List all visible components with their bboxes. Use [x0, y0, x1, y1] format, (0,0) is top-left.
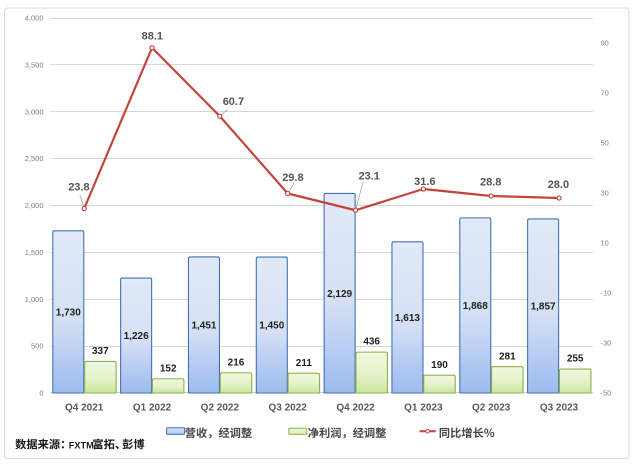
svg-text:-10: -10 — [601, 289, 612, 298]
svg-text:30: 30 — [601, 189, 609, 198]
svg-text:4,000: 4,000 — [25, 14, 44, 23]
svg-text:-50: -50 — [601, 389, 612, 398]
svg-text:152: 152 — [160, 363, 177, 374]
svg-text:31.6: 31.6 — [414, 176, 435, 188]
svg-text:3,500: 3,500 — [25, 60, 44, 69]
svg-text:Q4 2021: Q4 2021 — [65, 402, 104, 413]
svg-text:1,500: 1,500 — [25, 248, 44, 257]
svg-text:90: 90 — [601, 39, 609, 48]
svg-text:500: 500 — [31, 342, 44, 351]
svg-text:Q4 2022: Q4 2022 — [336, 402, 375, 413]
svg-text:1,730: 1,730 — [56, 308, 81, 319]
svg-text:Q3 2022: Q3 2022 — [269, 402, 308, 413]
svg-text:281: 281 — [499, 351, 516, 362]
svg-text:50: 50 — [601, 139, 609, 148]
svg-text:Q3 2023: Q3 2023 — [540, 402, 579, 413]
svg-text:190: 190 — [431, 360, 448, 371]
svg-text:Q1 2023: Q1 2023 — [404, 402, 443, 413]
svg-text:0: 0 — [39, 389, 43, 398]
svg-text:255: 255 — [567, 354, 584, 365]
svg-text:Q2 2022: Q2 2022 — [201, 402, 240, 413]
svg-text:1,226: 1,226 — [124, 331, 149, 342]
svg-text:88.1: 88.1 — [142, 31, 163, 43]
svg-text:1,868: 1,868 — [463, 301, 488, 312]
svg-text:60.7: 60.7 — [223, 96, 244, 108]
svg-text:2,000: 2,000 — [25, 201, 44, 210]
svg-text:Q1 2022: Q1 2022 — [133, 402, 172, 413]
svg-text:-30: -30 — [601, 339, 612, 348]
svg-text:2,500: 2,500 — [25, 154, 44, 163]
svg-text:211: 211 — [296, 358, 313, 369]
svg-text:3,000: 3,000 — [25, 107, 44, 116]
svg-text:FXTM: FXTM — [69, 440, 94, 450]
svg-text:28.0: 28.0 — [548, 179, 569, 191]
svg-text:1,451: 1,451 — [191, 321, 216, 332]
svg-text:10: 10 — [601, 239, 609, 248]
svg-text:1,450: 1,450 — [259, 321, 284, 332]
svg-text:Q2 2023: Q2 2023 — [472, 402, 511, 413]
svg-text:1,000: 1,000 — [25, 295, 44, 304]
svg-text:436: 436 — [363, 337, 380, 348]
svg-text:216: 216 — [228, 357, 245, 368]
svg-text:28.8: 28.8 — [480, 177, 501, 189]
svg-text:29.8: 29.8 — [282, 172, 303, 184]
svg-text:23.8: 23.8 — [68, 182, 89, 194]
svg-text:2,129: 2,129 — [327, 289, 352, 300]
svg-text:70: 70 — [601, 89, 609, 98]
svg-text:23.1: 23.1 — [358, 170, 379, 182]
svg-text:337: 337 — [92, 346, 109, 357]
svg-text:1,857: 1,857 — [531, 302, 556, 313]
svg-text:1,613: 1,613 — [395, 313, 420, 324]
